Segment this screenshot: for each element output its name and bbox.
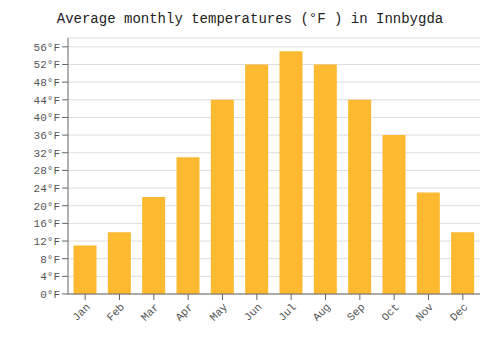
svg-text:28°F: 28°F [34,165,60,177]
svg-text:Jun: Jun [242,301,264,323]
svg-text:Nov: Nov [414,301,437,324]
svg-text:36°F: 36°F [34,130,60,142]
svg-text:20°F: 20°F [34,201,60,213]
svg-text:Mar: Mar [139,301,161,323]
svg-text:48°F: 48°F [34,77,60,89]
svg-text:Feb: Feb [105,301,127,323]
svg-text:0°F: 0°F [40,289,60,301]
svg-text:May: May [208,301,231,324]
svg-text:Apr: Apr [173,301,195,323]
svg-text:Oct: Oct [379,301,401,323]
html-text:Average monthly temperatures (: Average monthly temperatures (°F ) in In… [56,11,444,27]
svg-text:40°F: 40°F [34,112,60,124]
svg-text:32°F: 32°F [34,148,60,160]
svg-text:4°F: 4°F [40,271,60,283]
svg-text:52°F: 52°F [34,59,60,71]
svg-text:Jul: Jul [276,301,298,323]
svg-text:Aug: Aug [311,301,333,323]
svg-text:16°F: 16°F [34,218,60,230]
svg-text:Sep: Sep [345,301,367,323]
svg-text:44°F: 44°F [34,95,60,107]
svg-text:Dec: Dec [448,301,470,323]
svg-text:24°F: 24°F [34,183,60,195]
svg-text:12°F: 12°F [34,236,60,248]
svg-text:8°F: 8°F [40,254,60,266]
svg-text:Jan: Jan [70,301,92,323]
svg-text:56°F: 56°F [34,42,60,54]
